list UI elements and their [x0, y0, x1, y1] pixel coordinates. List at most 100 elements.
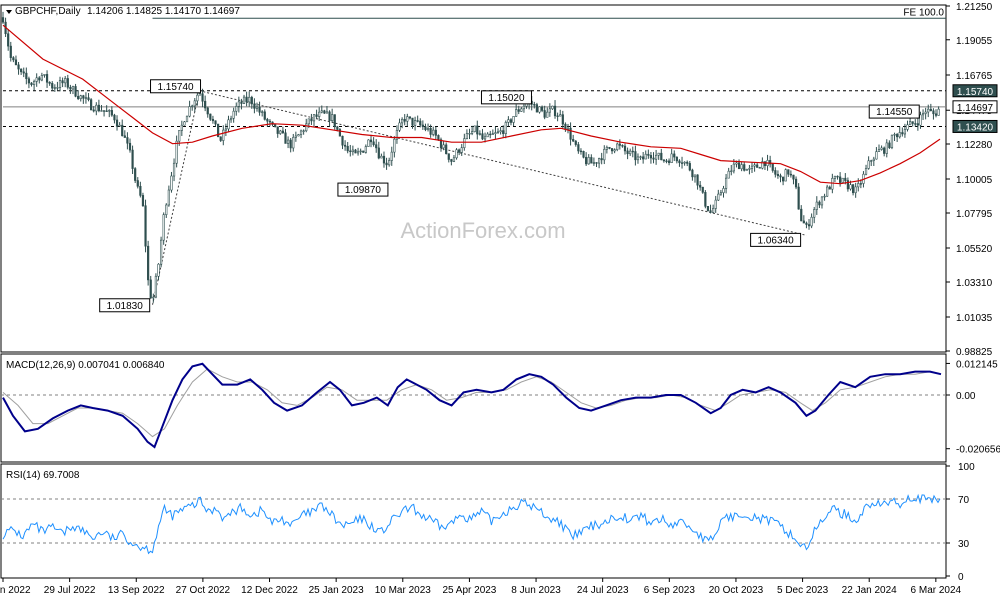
candle-body [737, 162, 741, 170]
candle-body [626, 150, 629, 155]
candle-body [40, 75, 43, 81]
candle-body [491, 133, 494, 135]
candle-body [919, 114, 922, 126]
candle-body [359, 150, 362, 153]
price-y-tick-label-5: 1.10005 [956, 175, 993, 186]
rsi-y-axis: 100 70 30 0 [946, 462, 975, 583]
candle-body [470, 131, 474, 134]
candle-body [1, 17, 5, 23]
candle-body [284, 132, 287, 144]
x-tick-label-12: 5 Dec 2023 [777, 585, 829, 596]
annotation-label-5: 1.14550 [876, 107, 913, 118]
annotation-label-3: 1.06340 [758, 235, 795, 246]
candle-body [634, 151, 637, 161]
candle-body [854, 186, 857, 194]
candle-body [333, 114, 336, 128]
x-tick-label-11: 20 Oct 2023 [709, 585, 764, 596]
candle-body [147, 245, 150, 281]
candle-body [123, 135, 126, 138]
candle-body [595, 162, 598, 164]
candle-body [229, 117, 233, 121]
candle-body [657, 152, 660, 156]
x-tick-label-6: 10 Mar 2023 [375, 585, 432, 596]
candle-body [134, 168, 137, 181]
annotation-box-5 [868, 104, 920, 119]
candle-body [473, 125, 476, 133]
candle-body [693, 174, 697, 178]
candle-body [756, 164, 759, 168]
candle-body [670, 153, 673, 163]
candle-body [82, 95, 85, 99]
candle-body [714, 199, 717, 209]
macd-lines [1, 362, 946, 449]
candle-body [585, 156, 588, 165]
candle-body [618, 143, 621, 146]
candle-body [408, 116, 411, 119]
x-tick-label-13: 22 Jan 2024 [842, 585, 897, 596]
level-tag-box-2 [952, 100, 998, 114]
candle-body [483, 136, 487, 140]
candle-body [105, 110, 108, 112]
candle-body [613, 149, 616, 152]
macd-line [2, 362, 942, 449]
annotation-box-1 [480, 90, 532, 105]
candle-body [546, 111, 549, 118]
candle-body [95, 104, 98, 112]
candle-body [753, 164, 756, 167]
x-tick-label-7: 25 Apr 2023 [442, 585, 496, 596]
candle-body [268, 120, 272, 123]
price-y-tick-label-8: 1.03310 [956, 278, 993, 289]
candle-body [921, 113, 925, 116]
trendline-0 [199, 90, 807, 236]
candle-body [761, 161, 764, 169]
candle-body [494, 132, 497, 134]
candle-body [691, 169, 694, 178]
candle-body [851, 184, 855, 194]
candle-body [30, 82, 33, 85]
candle-body [836, 175, 839, 178]
candle-body [255, 106, 259, 109]
candle-body [908, 121, 912, 126]
candle-body [346, 145, 349, 152]
candle-body [880, 147, 883, 150]
candle-body [582, 150, 585, 158]
candle-body [351, 149, 354, 153]
candle-body [864, 168, 868, 175]
candle-body [53, 87, 56, 89]
candle-body [538, 106, 541, 113]
candle-body [561, 114, 564, 125]
candle-body [649, 155, 653, 159]
macd-label: MACD(12,26,9) 0.007041 0.006840 [6, 360, 165, 371]
candle-body [274, 124, 277, 128]
candle-body [362, 150, 365, 153]
candle-body [188, 106, 191, 117]
x-tick-label-0: 15 Jun 2022 [0, 585, 31, 596]
candle-body [289, 139, 292, 149]
candle-body [426, 127, 430, 130]
candle-body [605, 146, 608, 150]
candle-body [196, 94, 199, 102]
candle-body [662, 159, 665, 162]
candle-body [121, 124, 124, 137]
candle-body [566, 127, 570, 130]
trendline-1 [152, 90, 200, 305]
candle-body [185, 115, 189, 123]
chevron-down-icon[interactable] [6, 10, 12, 14]
candle-body [515, 109, 518, 117]
candle-body [823, 195, 826, 198]
candle-body [787, 169, 790, 175]
candle-body [758, 167, 761, 169]
x-tick-label-1: 29 Jul 2022 [44, 585, 96, 596]
candle-body [522, 105, 526, 110]
candle-body [193, 100, 196, 107]
candle-body [180, 124, 183, 131]
candle-body [932, 110, 935, 115]
candle-body [115, 119, 119, 127]
candle-body [805, 222, 808, 225]
level-tag-box-1 [952, 84, 998, 98]
candle-body [390, 151, 393, 161]
candle-body [849, 184, 852, 190]
candle-body [395, 129, 399, 140]
x-tick-label-8: 8 Jun 2023 [511, 585, 561, 596]
candle-body [717, 193, 720, 201]
